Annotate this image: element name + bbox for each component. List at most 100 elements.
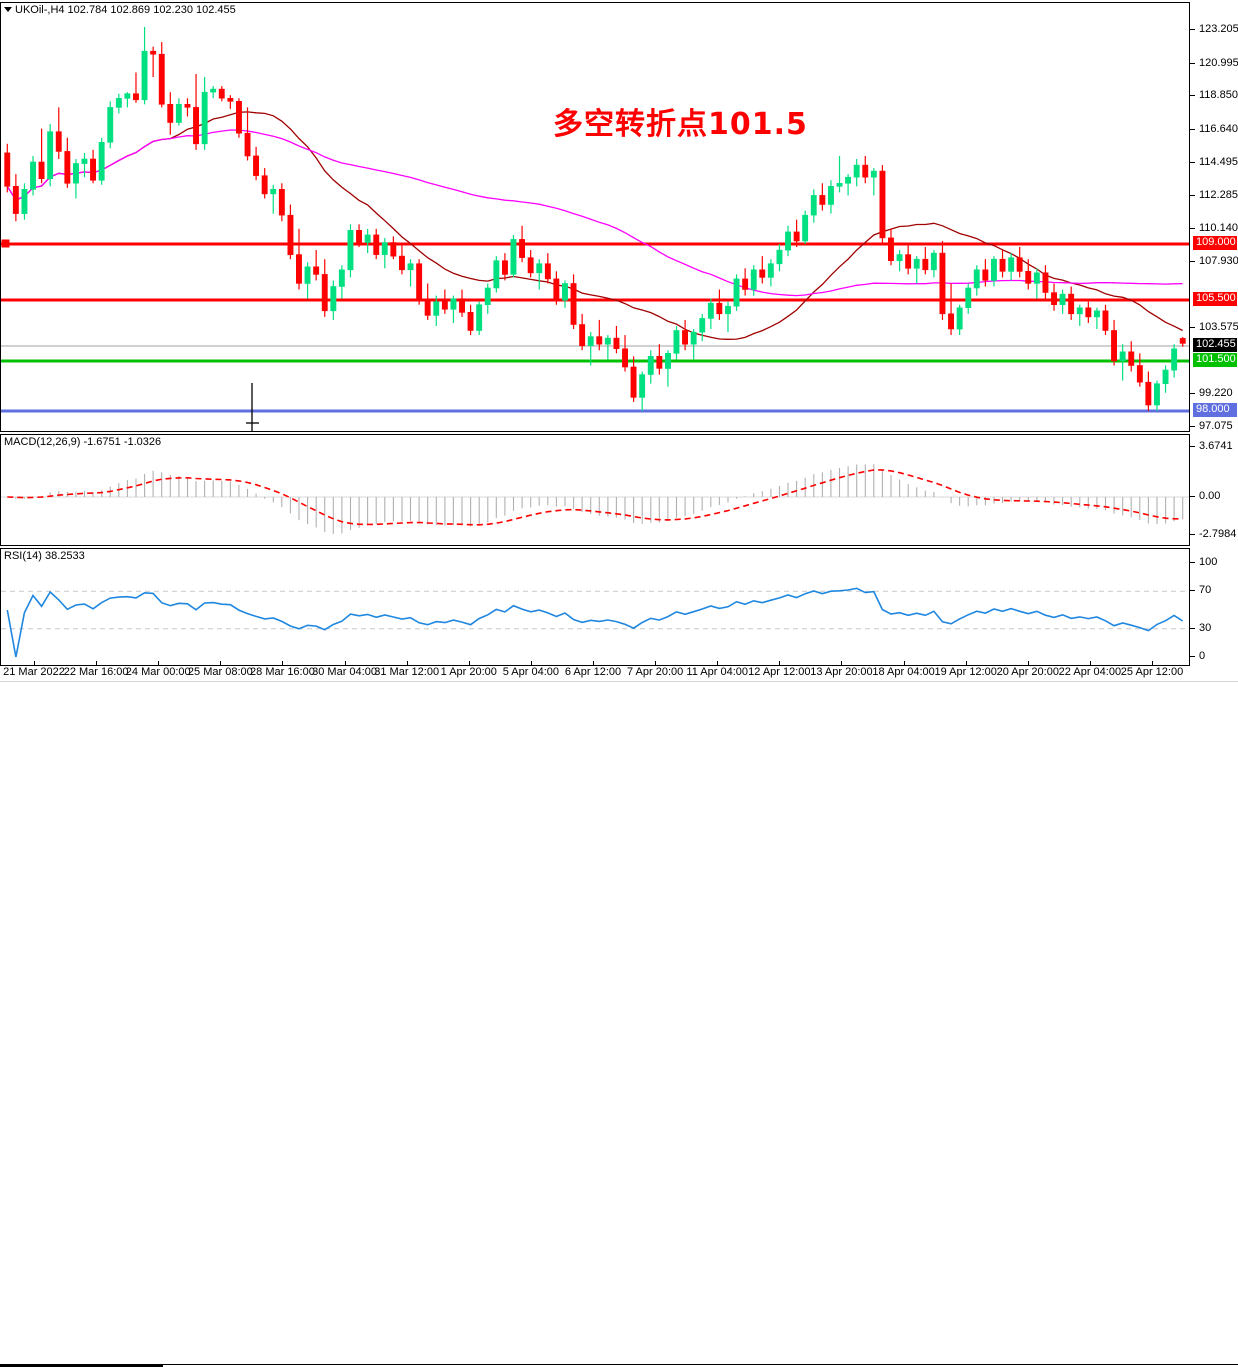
- candle-body: [647, 355, 654, 375]
- candle-body: [501, 260, 508, 275]
- macd-tick-mark: [1190, 534, 1195, 535]
- time-axis-label: 1 Apr 20:00: [440, 666, 497, 678]
- candle-body: [990, 258, 997, 281]
- candle-body: [802, 214, 809, 242]
- price-badge-102.455[interactable]: 102.455: [1193, 338, 1237, 352]
- candle-body: [870, 170, 877, 178]
- horizontal-scrollbar[interactable]: [0, 681, 1238, 1367]
- time-axis-label: 5 Apr 04:00: [502, 666, 560, 678]
- macd-axis[interactable]: 3.6741 0.00 -2.7984: [1190, 434, 1238, 546]
- macd-panel[interactable]: [0, 434, 1190, 546]
- time-axis-label: 12 Apr 12:00: [748, 666, 811, 678]
- candle-body: [1154, 383, 1160, 406]
- candle-body: [716, 302, 723, 315]
- triangle-down-icon[interactable]: [4, 6, 12, 12]
- candle-body: [1068, 293, 1075, 315]
- macd-tick-label: 3.6741: [1199, 440, 1233, 452]
- macd-tick-mark: [1190, 495, 1195, 497]
- price-chart-panel[interactable]: [0, 2, 1190, 432]
- candle-body: [536, 263, 543, 274]
- candle-body: [793, 231, 800, 242]
- candle-body: [1145, 381, 1152, 406]
- candle-body: [47, 131, 54, 180]
- candle-body: [313, 266, 320, 275]
- candle-body: [939, 252, 946, 315]
- rsi-canvas[interactable]: [1, 549, 1189, 665]
- candle-body: [459, 298, 465, 313]
- price-axis[interactable]: 123.205 120.995 118.850 116.640 114.495 112.2…: [1190, 2, 1238, 432]
- candle-body: [227, 98, 234, 102]
- price-tick-label: 116.640: [1199, 123, 1238, 135]
- price-badge-105.500[interactable]: 105.500: [1193, 292, 1237, 306]
- macd-canvas[interactable]: [1, 435, 1189, 545]
- rsi-label: RSI(14) 38.2533: [4, 550, 85, 562]
- candle-body: [201, 91, 208, 145]
- time-axis-label: 24 Mar 00:00: [125, 666, 191, 678]
- candle-body: [4, 152, 11, 187]
- candle-body: [433, 301, 440, 316]
- price-badge-109.000[interactable]: 109.000: [1193, 236, 1237, 250]
- candle-body: [441, 301, 448, 310]
- price-tick-mark: [1190, 327, 1195, 329]
- candle-body: [1085, 307, 1092, 318]
- price-tick-label: 99.220: [1199, 387, 1233, 400]
- candle-body: [30, 161, 36, 190]
- price-badge-101.500[interactable]: 101.500: [1193, 353, 1237, 367]
- rsi-tick-label: 0: [1199, 650, 1206, 662]
- price-badge-98.000[interactable]: 98.000: [1193, 403, 1237, 417]
- candle-body: [810, 195, 817, 216]
- candle-body: [639, 374, 646, 398]
- candle-body: [561, 283, 568, 301]
- candle-body: [278, 189, 285, 216]
- level-handle-left[interactable]: [1, 239, 10, 248]
- time-axis-label: 31 Mar 12:00: [374, 666, 440, 678]
- scrollbar-rail[interactable]: [163, 1364, 1238, 1365]
- macd-tick-mark: [1190, 446, 1195, 447]
- price-tick-mark: [1190, 95, 1195, 97]
- rsi-tick-mark: [1190, 656, 1195, 657]
- price-chart-canvas[interactable]: [1, 3, 1189, 431]
- candle-body: [450, 298, 457, 310]
- candle-body: [982, 269, 989, 281]
- time-axis-label: 28 Mar 16:00: [250, 666, 315, 678]
- time-axis-tick: [841, 661, 843, 665]
- moving-average-slow-line: [6, 129, 1183, 297]
- candle-body: [64, 151, 71, 184]
- price-tick-label: 123.205: [1199, 23, 1238, 36]
- candle-body: [424, 299, 431, 316]
- price-tick-label: 120.995: [1199, 56, 1238, 69]
- candle-body: [1025, 270, 1032, 284]
- candle-body: [38, 161, 45, 180]
- candle-body: [682, 330, 689, 345]
- rsi-tick-mark: [1190, 562, 1195, 563]
- candle-body: [356, 230, 362, 243]
- candle-body: [853, 164, 860, 178]
- price-tick-mark: [1190, 393, 1195, 395]
- time-axis-tick: [282, 661, 284, 665]
- candle-body: [150, 50, 157, 55]
- time-axis-label: 19 Apr 12:00: [934, 666, 997, 678]
- candle-body: [570, 283, 577, 325]
- time-axis-label: 30 Mar 04:00: [312, 666, 377, 678]
- rsi-panel[interactable]: [0, 548, 1190, 666]
- candle-body: [1102, 310, 1109, 331]
- candle-body: [467, 311, 474, 331]
- macd-histogram: [6, 464, 1184, 534]
- time-axis-tick: [1152, 661, 1153, 665]
- candle-body: [579, 324, 586, 347]
- candle-body: [295, 254, 302, 284]
- candle-body: [210, 88, 217, 93]
- candle-body: [236, 101, 242, 134]
- time-axis-tick: [1027, 661, 1029, 665]
- chart-annotation-text: 多空转折点101.5: [553, 107, 808, 142]
- time-axis-label: 18 Apr 04:00: [872, 666, 935, 678]
- price-tick-mark: [1190, 62, 1195, 64]
- rsi-axis[interactable]: 100 70 30 0: [1190, 548, 1238, 666]
- time-axis-label: 22 Mar 16:00: [63, 666, 129, 678]
- price-tick-mark: [1190, 29, 1195, 31]
- candle-body: [733, 278, 740, 307]
- candle-body: [862, 164, 869, 178]
- rsi-tick-mark: [1190, 627, 1195, 629]
- time-axis-tick: [406, 661, 408, 665]
